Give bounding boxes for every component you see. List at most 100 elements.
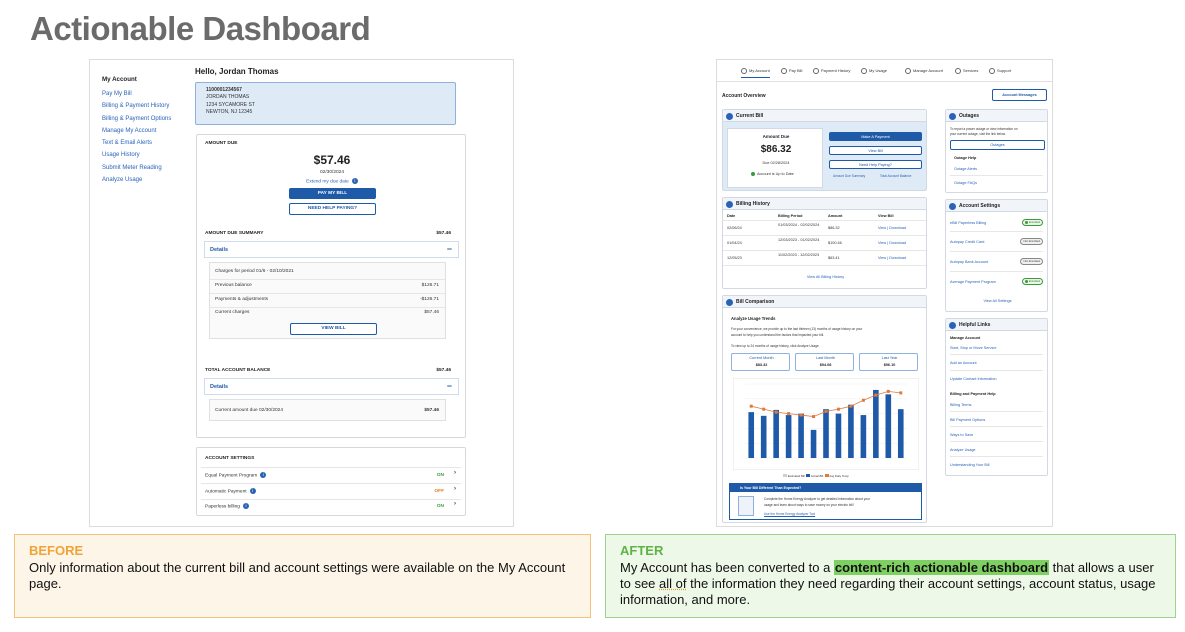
helpful-link[interactable]: Add an Account (950, 361, 977, 365)
helpful-link[interactable]: Billing Terms (950, 403, 972, 407)
due-date: Due 02/28/2024 (762, 161, 790, 165)
outages-button[interactable]: Outages (950, 140, 1045, 150)
nav-my-account[interactable]: My Account (741, 68, 770, 78)
row-period: 01/03/2024 - 02/02/2024 (778, 223, 820, 227)
account-settings-label: ACCOUNT SETTINGS (205, 456, 255, 461)
row-period: 12/03/2023 - 01/02/2024 (778, 238, 820, 242)
chart-point (874, 393, 878, 397)
nav-my-usage[interactable]: My Usage (861, 68, 887, 74)
row-view-link[interactable]: View | Download (878, 226, 907, 230)
setting-label[interactable]: Autopay Credit Card (950, 240, 985, 244)
details-label: Details (210, 384, 229, 390)
setting-status: ON (436, 473, 444, 478)
outage-alerts-link[interactable]: Outage Alerts (954, 167, 978, 171)
helpful-link[interactable]: Ways to Save (950, 433, 974, 437)
legend-swatch (783, 474, 787, 477)
current-amount-due-value: $57.46 (424, 408, 439, 413)
helpful-link[interactable]: Update Contact Information (950, 377, 997, 381)
home-energy-analyzer-link[interactable]: Use the Home Energy Analyzer Tool (764, 512, 816, 516)
amount-due-label: AMOUNT DUE (205, 141, 238, 146)
info-icon: i (249, 488, 256, 494)
chart-bar (798, 413, 804, 458)
helpful-link[interactable]: Start, Stop or Move Service (950, 346, 997, 350)
chevron-right-icon[interactable]: › (454, 470, 456, 476)
row-period: 11/02/2023 - 12/02/2023 (778, 253, 820, 257)
chart-point (886, 389, 890, 393)
col-header-period: Billing Period (778, 214, 803, 218)
nav-pay-bill[interactable]: Pay Bill (781, 68, 802, 74)
view-all-settings-link[interactable]: View All Settings (983, 299, 1012, 303)
sidebar-item-manage-account[interactable]: Manage My Account (102, 127, 157, 134)
row-view-link[interactable]: View | Download (878, 256, 907, 260)
amount-due-summary-link[interactable]: Amount Due Summary (833, 174, 866, 178)
sidebar-item-pay-my-bill[interactable]: Pay My Bill (102, 91, 132, 97)
usage-icon (861, 68, 867, 74)
bill-card: AMOUNT DUE $57.46 02/30/2024 Extend my d… (196, 134, 466, 438)
outage-faqs-link[interactable]: Outage FAQs (954, 181, 978, 185)
summary-row-value: $57.46 (424, 310, 439, 315)
outages-desc: To report a power outage or view informa… (950, 127, 1018, 131)
extend-due-date-link[interactable]: Extend my due date i (197, 178, 467, 184)
chart-bar (848, 404, 854, 458)
setting-label[interactable]: Average Payment Program (950, 280, 996, 284)
summary-label: AMOUNT DUE SUMMARY (205, 231, 264, 236)
bill-comparison-header: Bill Comparison (723, 296, 926, 308)
view-bill-button[interactable]: VIEW BILL (290, 323, 377, 335)
view-bill-button[interactable]: View Bill (829, 146, 922, 155)
account-settings-card: ACCOUNT SETTINGS Equal Payment Program i … (196, 447, 466, 516)
total-balance-link[interactable]: Total Account Balance (880, 174, 912, 178)
helpful-link[interactable]: Analyze Usage (950, 448, 976, 452)
chart-bar (810, 429, 817, 458)
billing-history-card: Billing History Date Billing Period Amou… (722, 197, 927, 289)
view-all-billing-history-link[interactable]: View All Billing History (806, 275, 845, 279)
sidebar-item-usage-history[interactable]: Usage History (102, 152, 140, 159)
top-nav: My Account Pay Bill Payment History My U… (717, 60, 1052, 82)
account-city: NEWTON, NJ 12345 (206, 108, 253, 115)
stat-current-month: Current Month $83.32 (731, 353, 790, 371)
nav-payment-history[interactable]: Payment History (813, 68, 850, 74)
make-payment-button[interactable]: Make A Payment (829, 132, 922, 141)
current-bill-card: Current Bill Amount Due $86.32 Due 02/28… (722, 109, 927, 191)
need-help-paying-button[interactable]: NEED HELP PAYING? (289, 203, 376, 215)
nav-manage-account[interactable]: Manage Account (905, 68, 943, 74)
sidebar-item-billing-history[interactable]: Billing & Payment History (102, 103, 170, 110)
helpful-link[interactable]: Understanding Your Bill (950, 463, 990, 467)
setting-label[interactable]: Autopay Bank Account (950, 260, 989, 264)
chart-bar (785, 415, 792, 458)
nav-services[interactable]: Services (955, 68, 978, 74)
account-name: JORDAN THOMAS (206, 94, 250, 101)
nav-support[interactable]: Support (989, 68, 1011, 74)
chart-bar (897, 409, 904, 458)
stat-value: $96.10 (883, 363, 896, 367)
chart-bar (873, 389, 879, 458)
account-settings-card: Account Settings eBill Paperless Billing… (945, 199, 1048, 312)
sidebar-item-billing-options[interactable]: Billing & Payment Options (102, 115, 172, 122)
pay-my-bill-button[interactable]: PAY MY BILL (289, 188, 376, 199)
chevron-right-icon[interactable]: › (454, 501, 456, 507)
chart-bar (860, 415, 867, 458)
usage-desc-line: To view up to 24 months of usage history… (731, 344, 820, 348)
chevron-right-icon[interactable]: › (454, 486, 456, 492)
info-icon: i (242, 503, 249, 509)
address-box: 1100001234567 JORDAN THOMAS 1234 SYCAMOR… (195, 82, 456, 125)
total-details-toggle[interactable]: Details − (204, 378, 459, 395)
sidebar-item-analyze-usage[interactable]: Analyze Usage (102, 177, 143, 184)
summary-details-toggle[interactable]: Details − (204, 241, 459, 258)
summary-row-label: Previous balance (215, 283, 252, 288)
user-icon (905, 68, 911, 74)
summary-value: $57.46 (436, 231, 451, 236)
row-view-link[interactable]: View | Download (878, 241, 907, 245)
need-help-paying-button[interactable]: Need Help Paying? (829, 160, 922, 169)
collapse-icon: − (446, 381, 452, 391)
info-icon: i (260, 472, 267, 478)
setting-label[interactable]: eBill Paperless Billing (950, 221, 987, 225)
account-messages-button[interactable]: Account Messages (992, 89, 1047, 101)
sidebar-item-alerts[interactable]: Text & Email Alerts (102, 140, 153, 147)
bill-different-text: usage and learn about ways to save money… (764, 503, 854, 507)
helpful-link[interactable]: Bill Payment Options (950, 418, 986, 422)
sidebar-item-meter-reading[interactable]: Submit Meter Reading (102, 164, 162, 171)
helpful-links-card: Helpful Links Manage Account Start, Stop… (945, 318, 1048, 476)
chart-point (836, 407, 840, 411)
after-caption: AFTER My Account has been converted to a… (605, 534, 1176, 618)
chart-bar (835, 413, 842, 458)
